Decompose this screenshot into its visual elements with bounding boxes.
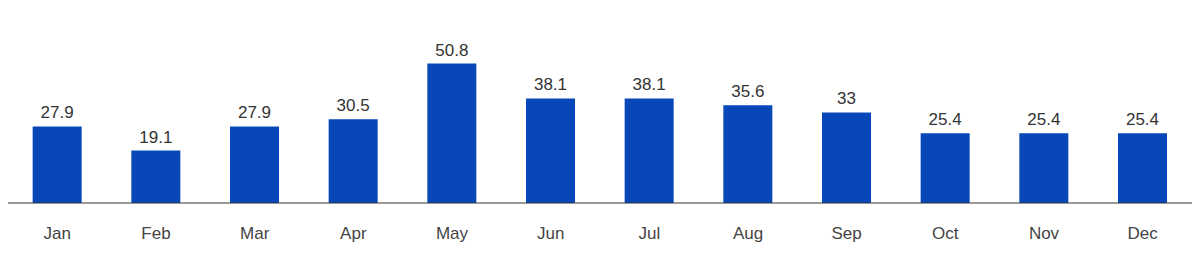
svg-text:Mar: Mar: [240, 224, 270, 243]
svg-text:Apr: Apr: [340, 224, 367, 243]
svg-text:50.8: 50.8: [435, 41, 468, 60]
svg-text:Nov: Nov: [1029, 224, 1060, 243]
svg-text:38.1: 38.1: [633, 75, 666, 94]
svg-text:27.9: 27.9: [41, 103, 74, 122]
svg-text:30.5: 30.5: [337, 96, 370, 115]
svg-text:38.1: 38.1: [534, 75, 567, 94]
svg-text:25.4: 25.4: [1027, 110, 1060, 129]
svg-text:27.9: 27.9: [238, 103, 271, 122]
svg-text:19.1: 19.1: [139, 128, 172, 147]
svg-text:Oct: Oct: [932, 224, 959, 243]
svg-text:33: 33: [837, 89, 856, 108]
svg-text:25.4: 25.4: [929, 110, 962, 129]
svg-text:Dec: Dec: [1128, 224, 1159, 243]
svg-text:May: May: [436, 224, 469, 243]
svg-text:Jul: Jul: [638, 224, 660, 243]
svg-text:Jan: Jan: [44, 224, 71, 243]
svg-text:Feb: Feb: [141, 224, 170, 243]
svg-text:35.6: 35.6: [731, 82, 764, 101]
svg-text:Jun: Jun: [537, 224, 564, 243]
svg-text:Aug: Aug: [733, 224, 763, 243]
svg-text:Sep: Sep: [832, 224, 862, 243]
svg-text:25.4: 25.4: [1126, 110, 1159, 129]
